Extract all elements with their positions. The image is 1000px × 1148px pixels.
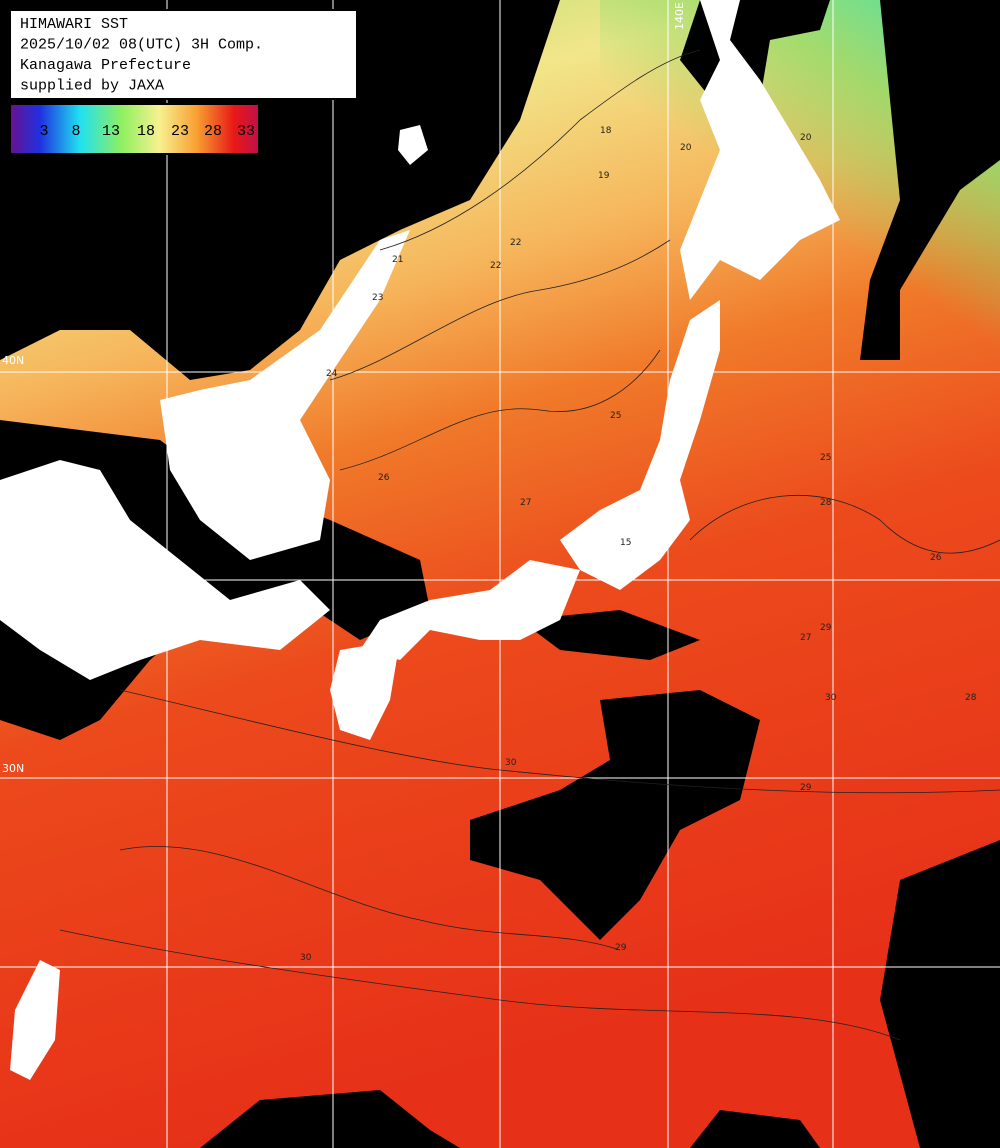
contour-label: 25 xyxy=(820,453,831,463)
contour-label: 26 xyxy=(930,553,942,563)
contour-label: 28 xyxy=(820,498,832,508)
grid-label: 140E xyxy=(673,2,686,30)
contour-label: 29 xyxy=(800,783,812,793)
colorbar-tick-label: 8 xyxy=(71,123,80,140)
contour-label: 30 xyxy=(825,693,837,703)
header-line: Kanagawa Prefecture xyxy=(20,57,191,74)
colorbar-tick-label: 13 xyxy=(102,123,120,140)
contour-label: 26 xyxy=(378,473,390,483)
contour-label: 28 xyxy=(965,693,977,703)
contour-label: 18 xyxy=(600,126,612,136)
contour-label: 30 xyxy=(505,758,517,768)
colorbar-tick-label: 3 xyxy=(39,123,48,140)
contour-label: 29 xyxy=(615,943,627,953)
grid-labels: 140E 40N 30N xyxy=(2,2,686,775)
contour-label: 23 xyxy=(372,293,383,303)
colorbar-tick-label: 28 xyxy=(204,123,222,140)
grid-label: 40N xyxy=(2,354,24,367)
contour-label: 29 xyxy=(820,623,832,633)
grid-label: 30N xyxy=(2,762,24,775)
contour-label: 20 xyxy=(800,133,812,143)
contour-labels: 18 19 20 21 22 23 24 25 26 27 28 29 30 15 20 22 25 26 27 28… xyxy=(300,126,977,963)
contour-label: 20 xyxy=(680,143,692,153)
colorbar-tick-label: 33 xyxy=(237,123,255,140)
contour-label: 25 xyxy=(610,411,621,421)
contour-label: 22 xyxy=(490,261,501,271)
colorbar-tick-label: 23 xyxy=(171,123,189,140)
contour-label: 24 xyxy=(326,369,338,379)
header-line: 2025/10/02 08(UTC) 3H Comp. xyxy=(20,37,263,54)
contour-label: 15 xyxy=(620,538,631,548)
colorbar xyxy=(9,103,260,155)
contour-label: 27 xyxy=(800,633,811,643)
contour-label: 27 xyxy=(520,498,531,508)
contour-label: 21 xyxy=(392,255,403,265)
colorbar-labels: 3 8 13 18 23 28 33 xyxy=(39,123,255,140)
header-line: supplied by JAXA xyxy=(20,78,164,95)
contour-label: 19 xyxy=(598,171,610,181)
header-box xyxy=(9,9,358,100)
contour-label: 22 xyxy=(510,238,521,248)
isotherms xyxy=(59,49,1000,1041)
contour-label: 30 xyxy=(300,953,312,963)
colorbar-tick-label: 18 xyxy=(137,123,155,140)
header: HIMAWARI SST 2025/10/02 08(UTC) 3H Comp. K… xyxy=(20,16,263,95)
header-line: HIMAWARI SST xyxy=(20,16,128,33)
